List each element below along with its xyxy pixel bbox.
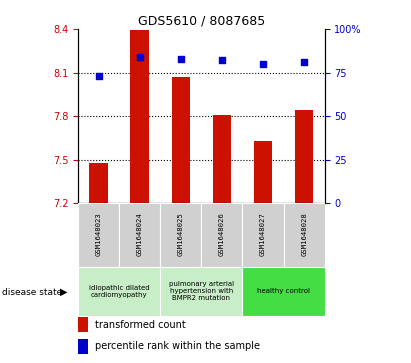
Title: GDS5610 / 8087685: GDS5610 / 8087685 <box>138 15 265 28</box>
Point <box>219 57 225 63</box>
Bar <box>130 30 149 203</box>
Bar <box>90 163 108 203</box>
Bar <box>78 267 160 316</box>
Point <box>178 56 184 62</box>
Text: idiopathic dilated
cardiomyopathy: idiopathic dilated cardiomyopathy <box>89 285 150 298</box>
Point <box>136 54 143 60</box>
Bar <box>284 203 325 267</box>
Text: GSM1648026: GSM1648026 <box>219 212 225 256</box>
Text: healthy control: healthy control <box>257 288 310 294</box>
Bar <box>242 267 325 316</box>
Bar <box>160 203 201 267</box>
Text: transformed count: transformed count <box>95 319 185 330</box>
Bar <box>201 203 242 267</box>
Text: pulmonary arterial
hypertension with
BMPR2 mutation: pulmonary arterial hypertension with BMP… <box>169 281 234 301</box>
Point <box>95 73 102 79</box>
Bar <box>295 110 313 203</box>
Text: GSM1648023: GSM1648023 <box>96 212 102 256</box>
Point <box>260 61 266 67</box>
Text: percentile rank within the sample: percentile rank within the sample <box>95 341 259 351</box>
Text: GSM1648028: GSM1648028 <box>301 212 307 256</box>
Bar <box>119 203 160 267</box>
Bar <box>254 141 272 203</box>
Bar <box>213 115 231 203</box>
Point <box>301 59 307 65</box>
Bar <box>242 203 284 267</box>
Text: GSM1648024: GSM1648024 <box>137 212 143 256</box>
Bar <box>172 77 190 203</box>
Bar <box>78 203 119 267</box>
Text: GSM1648025: GSM1648025 <box>178 212 184 256</box>
Text: disease state: disease state <box>2 288 62 297</box>
Bar <box>160 267 242 316</box>
Text: GSM1648027: GSM1648027 <box>260 212 266 256</box>
Text: ▶: ▶ <box>60 287 67 297</box>
